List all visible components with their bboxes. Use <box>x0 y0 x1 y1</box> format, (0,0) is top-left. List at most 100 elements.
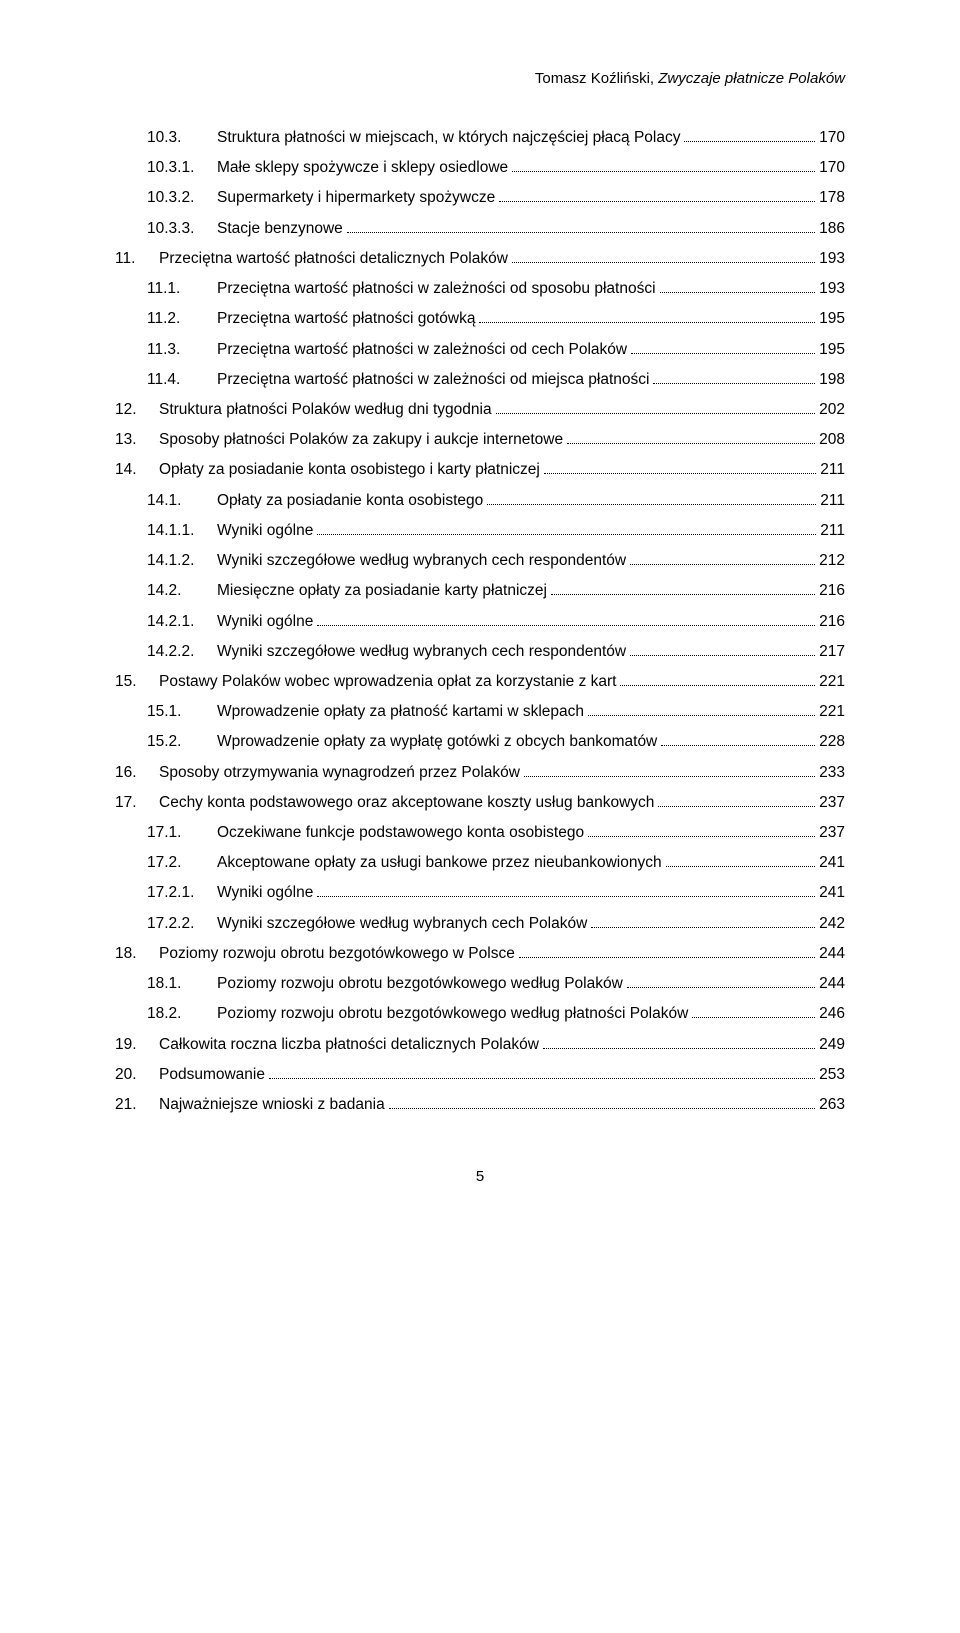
toc-number: 11.2. <box>147 304 217 334</box>
toc-title: Struktura płatności w miejscach, w który… <box>217 123 680 153</box>
dot-leader <box>519 944 815 958</box>
dot-leader <box>317 521 816 535</box>
toc-title: Stacje benzynowe <box>217 214 343 244</box>
toc-row: 18.1.Poziomy rozwoju obrotu bezgotówkowe… <box>115 969 845 999</box>
dot-leader <box>630 551 815 565</box>
toc-row: 16.Sposoby otrzymywania wynagrodzeń prze… <box>115 758 845 788</box>
toc-page: 241 <box>819 878 845 908</box>
toc-number: 21. <box>115 1090 159 1120</box>
toc-page: 198 <box>819 365 845 395</box>
toc-title: Supermarkety i hipermarkety spożywcze <box>217 183 495 213</box>
toc-title: Struktura płatności Polaków według dni t… <box>159 395 492 425</box>
toc-number: 11.1. <box>147 274 217 304</box>
toc-title: Postawy Polaków wobec wprowadzenia opłat… <box>159 667 616 697</box>
toc-number: 19. <box>115 1030 159 1060</box>
dot-leader <box>487 491 816 505</box>
toc-title: Miesięczne opłaty za posiadanie karty pł… <box>217 576 547 606</box>
toc-number: 14.2.1. <box>147 607 217 637</box>
toc-row: 17.1.Oczekiwane funkcje podstawowego kon… <box>115 818 845 848</box>
toc-number: 18.2. <box>147 999 217 1029</box>
toc-number: 12. <box>115 395 159 425</box>
toc-title: Małe sklepy spożywcze i sklepy osiedlowe <box>217 153 508 183</box>
toc-title: Przeciętna wartość płatności w zależnośc… <box>217 365 649 395</box>
toc-row: 10.3.3.Stacje benzynowe186 <box>115 214 845 244</box>
toc-title: Akceptowane opłaty za usługi bankowe prz… <box>217 848 662 878</box>
toc-number: 14. <box>115 455 159 485</box>
toc-row: 11.Przeciętna wartość płatności detalicz… <box>115 244 845 274</box>
toc-page: 221 <box>819 697 845 727</box>
toc-row: 14.Opłaty za posiadanie konta osobistego… <box>115 455 845 485</box>
toc-row: 14.2.2.Wyniki szczegółowe według wybrany… <box>115 637 845 667</box>
dot-leader <box>496 400 816 414</box>
toc-number: 11.4. <box>147 365 217 395</box>
toc-page: 249 <box>819 1030 845 1060</box>
toc-number: 20. <box>115 1060 159 1090</box>
toc-row: 11.4.Przeciętna wartość płatności w zale… <box>115 365 845 395</box>
toc-page: 202 <box>819 395 845 425</box>
toc-row: 10.3.1.Małe sklepy spożywcze i sklepy os… <box>115 153 845 183</box>
toc-row: 18.Poziomy rozwoju obrotu bezgotówkowego… <box>115 939 845 969</box>
toc-row: 20.Podsumowanie253 <box>115 1060 845 1090</box>
toc-number: 14.2. <box>147 576 217 606</box>
dot-leader <box>661 732 815 746</box>
toc-row: 10.3.2.Supermarkety i hipermarkety spoży… <box>115 183 845 213</box>
toc-title: Wprowadzenie opłaty za płatność kartami … <box>217 697 584 727</box>
toc-page: 237 <box>819 818 845 848</box>
toc-row: 18.2.Poziomy rozwoju obrotu bezgotówkowe… <box>115 999 845 1029</box>
toc-row: 14.2.1.Wyniki ogólne216 <box>115 607 845 637</box>
dot-leader <box>658 793 815 807</box>
dot-leader <box>588 823 815 837</box>
toc-title: Wyniki ogólne <box>217 516 313 546</box>
toc-number: 18. <box>115 939 159 969</box>
toc-page: 212 <box>819 546 845 576</box>
header-title: Zwyczaje płatnicze Polaków <box>658 70 845 87</box>
toc-row: 11.2.Przeciętna wartość płatności gotówk… <box>115 304 845 334</box>
toc-title: Całkowita roczna liczba płatności detali… <box>159 1030 539 1060</box>
toc-page: 244 <box>819 939 845 969</box>
toc-title: Opłaty za posiadanie konta osobistego i … <box>159 455 540 485</box>
toc-number: 15. <box>115 667 159 697</box>
toc-title: Wyniki szczegółowe według wybranych cech… <box>217 909 587 939</box>
toc-number: 14.1.1. <box>147 516 217 546</box>
toc-number: 14.1.2. <box>147 546 217 576</box>
dot-leader <box>543 1035 815 1049</box>
dot-leader <box>544 460 816 474</box>
toc-page: 211 <box>820 516 845 546</box>
toc-page: 193 <box>819 274 845 304</box>
toc-number: 14.1. <box>147 486 217 516</box>
toc-row: 14.1.Opłaty za posiadanie konta osobiste… <box>115 486 845 516</box>
table-of-contents: 10.3.Struktura płatności w miejscach, w … <box>115 123 845 1120</box>
toc-number: 11.3. <box>147 335 217 365</box>
toc-row: 11.1.Przeciętna wartość płatności w zale… <box>115 274 845 304</box>
toc-number: 10.3.2. <box>147 183 217 213</box>
dot-leader <box>317 612 815 626</box>
toc-title: Najważniejsze wnioski z badania <box>159 1090 385 1120</box>
toc-title: Wyniki ogólne <box>217 878 313 908</box>
toc-title: Przeciętna wartość płatności w zależnośc… <box>217 335 627 365</box>
toc-page: 186 <box>819 214 845 244</box>
toc-page: 170 <box>819 123 845 153</box>
toc-row: 17.2.2.Wyniki szczegółowe według wybrany… <box>115 909 845 939</box>
toc-number: 15.1. <box>147 697 217 727</box>
toc-row: 10.3.Struktura płatności w miejscach, w … <box>115 123 845 153</box>
toc-number: 17.1. <box>147 818 217 848</box>
toc-row: 15.2.Wprowadzenie opłaty za wypłatę gotó… <box>115 727 845 757</box>
dot-leader <box>269 1065 815 1079</box>
dot-leader <box>479 309 815 323</box>
toc-number: 10.3.1. <box>147 153 217 183</box>
toc-page: 195 <box>819 335 845 365</box>
toc-page: 193 <box>819 244 845 274</box>
toc-title: Przeciętna wartość płatności w zależnośc… <box>217 274 656 304</box>
toc-row: 17.2.1.Wyniki ogólne241 <box>115 878 845 908</box>
toc-title: Przeciętna wartość płatności detalicznyc… <box>159 244 508 274</box>
toc-page: 208 <box>819 425 845 455</box>
toc-page: 233 <box>819 758 845 788</box>
toc-page: 237 <box>819 788 845 818</box>
dot-leader <box>499 189 815 203</box>
toc-title: Poziomy rozwoju obrotu bezgotówkowego w … <box>159 939 515 969</box>
toc-page: 246 <box>819 999 845 1029</box>
toc-title: Sposoby płatności Polaków za zakupy i au… <box>159 425 563 455</box>
dot-leader <box>524 763 815 777</box>
toc-title: Wyniki ogólne <box>217 607 313 637</box>
toc-number: 17.2. <box>147 848 217 878</box>
